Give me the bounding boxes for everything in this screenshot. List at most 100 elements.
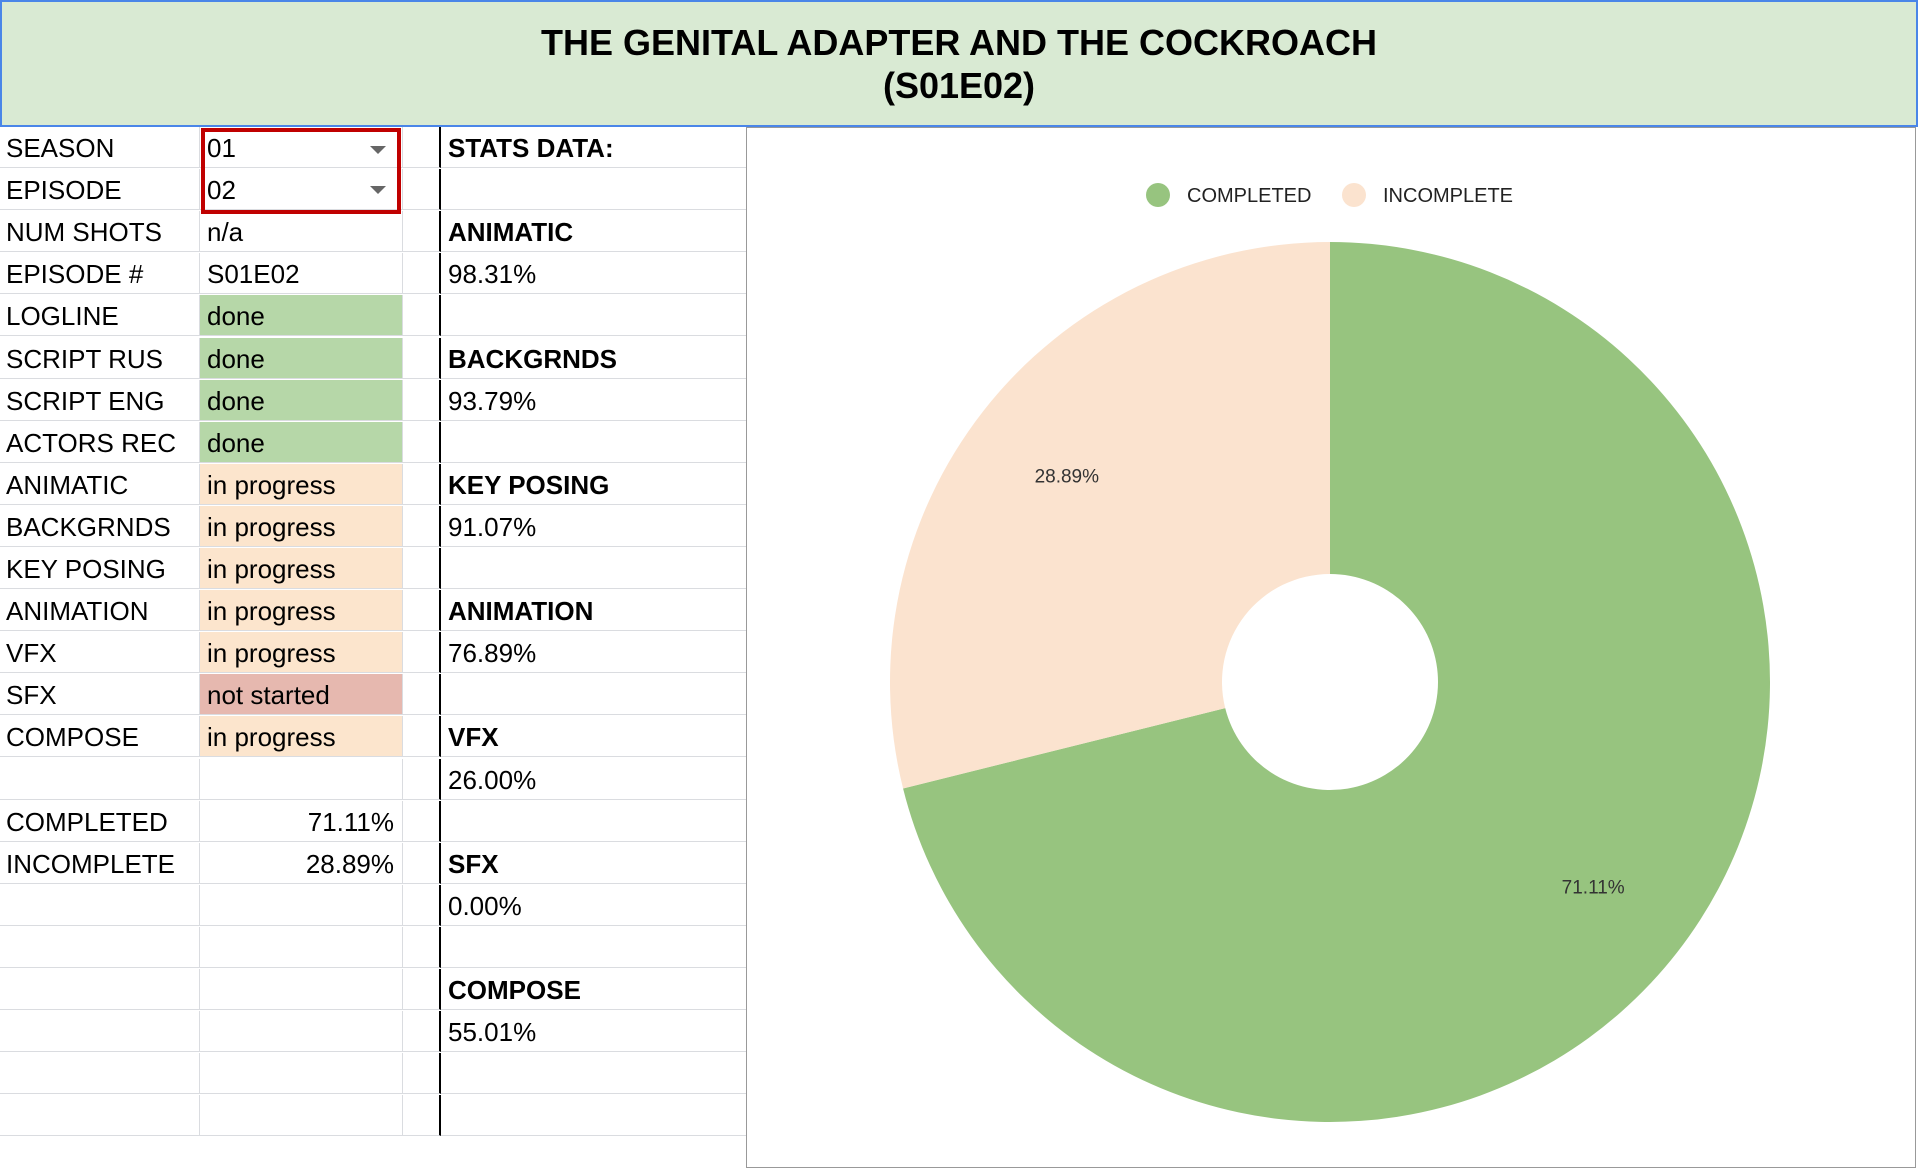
- row-label-cell[interactable]: SCRIPT RUS: [0, 337, 200, 379]
- row-label-cell[interactable]: [0, 969, 200, 1010]
- stats-value-cell[interactable]: 76.89%: [441, 632, 746, 674]
- row-label-cell[interactable]: ANIMATIC: [0, 463, 200, 505]
- stats-value-cell[interactable]: [441, 169, 746, 211]
- spacer-cell[interactable]: [403, 211, 441, 253]
- row-label-cell[interactable]: SCRIPT ENG: [0, 379, 200, 421]
- spacer-cell[interactable]: [403, 463, 441, 505]
- spacer-cell[interactable]: [403, 969, 441, 1010]
- stats-value-cell[interactable]: 0.00%: [441, 885, 746, 926]
- status-value-cell[interactable]: done: [200, 421, 403, 463]
- spacer-cell[interactable]: [403, 127, 441, 168]
- status-value-cell[interactable]: done: [200, 295, 403, 337]
- row-label-cell[interactable]: BACKGRNDS: [0, 505, 200, 547]
- dropdown-value-cell[interactable]: 02: [200, 169, 403, 211]
- row-label-cell[interactable]: NUM SHOTS: [0, 211, 200, 253]
- dropdown-value-cell[interactable]: 01: [200, 127, 403, 168]
- row-label-cell[interactable]: EPISODE #: [0, 253, 200, 295]
- status-value-cell[interactable]: [200, 926, 403, 968]
- spacer-cell[interactable]: [403, 337, 441, 379]
- row-label-cell[interactable]: SEASON: [0, 127, 200, 168]
- status-value-cell[interactable]: in progress: [200, 505, 403, 547]
- row-label-cell[interactable]: [0, 1095, 200, 1137]
- spacer-cell[interactable]: [403, 548, 441, 589]
- spacer-cell[interactable]: [403, 1095, 441, 1137]
- spacer-cell[interactable]: [403, 169, 441, 211]
- spacer-cell[interactable]: [403, 632, 441, 674]
- spacer-cell[interactable]: [403, 716, 441, 758]
- spacer-cell[interactable]: [403, 1011, 441, 1053]
- spacer-cell[interactable]: [403, 505, 441, 547]
- stats-value-cell[interactable]: 26.00%: [441, 759, 746, 800]
- stats-value-cell[interactable]: 91.07%: [441, 506, 746, 547]
- spacer-cell[interactable]: [403, 253, 441, 295]
- spacer-cell[interactable]: [403, 926, 441, 968]
- pie-slice-completed[interactable]: [903, 242, 1770, 1122]
- row-label-cell[interactable]: KEY POSING: [0, 548, 200, 589]
- spacer-cell[interactable]: [403, 842, 441, 884]
- row-label-cell[interactable]: VFX: [0, 632, 200, 674]
- stats-value-cell[interactable]: [441, 674, 746, 716]
- stats-heading-cell[interactable]: BACKGRNDS: [441, 338, 746, 379]
- row-label-cell[interactable]: INCOMPLETE: [0, 842, 200, 884]
- status-value-cell[interactable]: in progress: [200, 632, 403, 674]
- stats-heading-cell[interactable]: SFX: [441, 843, 746, 884]
- status-value-cell[interactable]: 71.11%: [200, 800, 403, 842]
- row-label-cell[interactable]: [0, 1011, 200, 1053]
- status-value-cell[interactable]: [200, 884, 403, 926]
- stats-heading-cell[interactable]: COMPOSE: [441, 969, 746, 1010]
- spacer-cell[interactable]: [403, 800, 441, 842]
- stats-value-cell[interactable]: [441, 548, 746, 589]
- chevron-down-icon[interactable]: [370, 186, 386, 194]
- stats-value-cell[interactable]: [441, 295, 746, 337]
- stats-value-cell[interactable]: [441, 801, 746, 842]
- status-value-cell[interactable]: in progress: [200, 463, 403, 505]
- row-label-cell[interactable]: [0, 758, 200, 800]
- status-value-cell[interactable]: [200, 1095, 403, 1137]
- stats-value-cell[interactable]: [441, 422, 746, 463]
- spacer-cell[interactable]: [403, 590, 441, 632]
- stats-value-cell[interactable]: 93.79%: [441, 380, 746, 421]
- row-label-cell[interactable]: EPISODE: [0, 169, 200, 211]
- spacer-cell[interactable]: [403, 674, 441, 716]
- stats-heading-cell[interactable]: ANIMATIC: [441, 211, 746, 253]
- row-label-cell[interactable]: [0, 926, 200, 968]
- row-label-cell[interactable]: LOGLINE: [0, 295, 200, 337]
- spacer-cell[interactable]: [403, 295, 441, 337]
- stats-heading-cell[interactable]: STATS DATA:: [441, 127, 746, 168]
- row-label-cell[interactable]: ANIMATION: [0, 590, 200, 632]
- row-label-cell[interactable]: [0, 884, 200, 926]
- status-value-cell[interactable]: in progress: [200, 548, 403, 589]
- status-value-cell[interactable]: n/a: [200, 211, 403, 253]
- status-value-cell[interactable]: done: [200, 379, 403, 421]
- spacer-cell[interactable]: [403, 758, 441, 800]
- stats-value-cell[interactable]: 55.01%: [441, 1011, 746, 1053]
- stats-value-cell[interactable]: [441, 1053, 746, 1095]
- pie-slice-incomplete[interactable]: [890, 242, 1330, 789]
- stats-value-cell[interactable]: [441, 927, 746, 968]
- status-value-cell[interactable]: not started: [200, 674, 403, 716]
- status-value-cell[interactable]: 28.89%: [200, 842, 403, 884]
- status-value-cell[interactable]: [200, 1011, 403, 1053]
- spacer-cell[interactable]: [403, 1053, 441, 1095]
- spacer-cell[interactable]: [403, 421, 441, 463]
- status-value-cell[interactable]: in progress: [200, 716, 403, 758]
- completion-donut-chart[interactable]: COMPLETED INCOMPLETE 71.11% 28.89%: [746, 127, 1916, 1168]
- row-label-cell[interactable]: [0, 1053, 200, 1095]
- row-label-cell[interactable]: ACTORS REC: [0, 421, 200, 463]
- status-value-cell[interactable]: done: [200, 337, 403, 379]
- status-value-cell[interactable]: in progress: [200, 590, 403, 632]
- stats-heading-cell[interactable]: KEY POSING: [441, 464, 746, 505]
- stats-heading-cell[interactable]: VFX: [441, 716, 746, 758]
- stats-value-cell[interactable]: [441, 1095, 746, 1137]
- stats-value-cell[interactable]: 98.31%: [441, 253, 746, 295]
- status-value-cell[interactable]: [200, 758, 403, 800]
- row-label-cell[interactable]: COMPOSE: [0, 716, 200, 758]
- row-label-cell[interactable]: SFX: [0, 674, 200, 716]
- row-label-cell[interactable]: COMPLETED: [0, 800, 200, 842]
- spacer-cell[interactable]: [403, 379, 441, 421]
- status-value-cell[interactable]: [200, 1053, 403, 1095]
- spacer-cell[interactable]: [403, 884, 441, 926]
- stats-heading-cell[interactable]: ANIMATION: [441, 590, 746, 632]
- status-value-cell[interactable]: S01E02: [200, 253, 403, 295]
- status-value-cell[interactable]: [200, 969, 403, 1010]
